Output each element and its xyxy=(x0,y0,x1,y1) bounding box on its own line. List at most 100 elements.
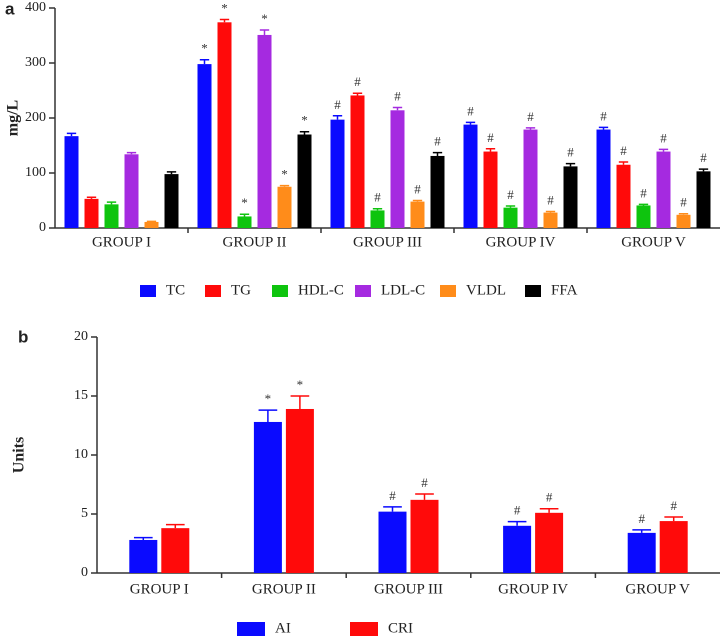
legend-label: VLDL xyxy=(466,282,506,298)
significance-mark: * xyxy=(297,377,304,392)
error-bar xyxy=(66,132,77,137)
bar xyxy=(543,212,558,228)
error-bar xyxy=(383,506,402,512)
legend-swatch xyxy=(350,622,378,636)
panel-label: b xyxy=(18,327,28,346)
bar xyxy=(330,119,345,228)
bar xyxy=(535,512,564,573)
significance-mark: # xyxy=(680,195,687,210)
legend-swatch xyxy=(355,285,371,297)
bar xyxy=(350,95,365,228)
error-bar xyxy=(618,161,629,165)
significance-mark: # xyxy=(374,190,381,205)
bar xyxy=(503,207,518,228)
error-bar xyxy=(658,148,669,152)
legend-label: FFA xyxy=(551,282,578,298)
bar xyxy=(523,129,538,228)
bar xyxy=(370,210,385,228)
error-bar xyxy=(239,213,250,217)
bar xyxy=(659,521,688,573)
error-bar xyxy=(279,184,290,187)
significance-mark: # xyxy=(640,185,647,200)
legend-label: CRI xyxy=(388,620,413,636)
significance-mark: # xyxy=(527,109,534,124)
bar xyxy=(483,151,498,228)
error-bar xyxy=(106,201,117,205)
significance-mark: # xyxy=(600,108,607,123)
bar xyxy=(410,499,439,573)
significance-mark: * xyxy=(221,1,228,16)
legend-swatch xyxy=(525,285,541,297)
significance-mark: # xyxy=(414,181,421,196)
y-tick-label: 0 xyxy=(39,220,46,235)
bar xyxy=(390,110,405,228)
error-bar xyxy=(415,493,434,500)
y-tick-label: 200 xyxy=(25,110,46,125)
bar xyxy=(144,221,159,228)
bar xyxy=(253,421,282,573)
significance-mark: # xyxy=(547,192,554,207)
error-bar xyxy=(219,18,230,23)
bar xyxy=(129,539,158,573)
panel-label: a xyxy=(5,0,15,18)
legend-swatch xyxy=(272,285,288,297)
error-bar xyxy=(146,220,157,223)
significance-mark: # xyxy=(638,511,645,526)
error-bar xyxy=(565,162,576,167)
error-bar xyxy=(545,210,556,213)
bar xyxy=(124,154,139,228)
error-bar xyxy=(638,203,649,206)
bar xyxy=(64,136,79,228)
legend-label: HDL-C xyxy=(298,282,344,298)
legend-swatch xyxy=(237,622,265,636)
legend-swatch xyxy=(205,285,221,297)
error-bar xyxy=(126,151,137,155)
bar xyxy=(257,34,272,229)
y-axis-label: mg/L xyxy=(5,100,22,136)
error-bar xyxy=(165,523,185,529)
x-tick-label: GROUP I xyxy=(130,581,189,597)
error-bar xyxy=(290,395,310,409)
bar xyxy=(285,408,314,573)
error-bar xyxy=(372,208,383,211)
bar xyxy=(696,171,711,228)
significance-mark: # xyxy=(546,490,553,505)
error-bar xyxy=(507,520,527,526)
legend-label: AI xyxy=(275,620,291,636)
bar xyxy=(463,124,478,228)
error-bar xyxy=(678,212,689,215)
error-bar xyxy=(505,205,516,208)
error-bar xyxy=(412,199,423,202)
significance-mark: # xyxy=(620,143,627,158)
error-bar xyxy=(465,121,476,125)
y-tick-label: 20 xyxy=(74,329,88,344)
significance-mark: # xyxy=(334,97,341,112)
bar xyxy=(297,134,312,228)
x-tick-label: GROUP V xyxy=(621,234,686,250)
bar xyxy=(503,525,532,573)
x-tick-label: GROUP III xyxy=(374,581,443,597)
error-bar xyxy=(525,127,536,130)
bar xyxy=(164,174,179,228)
error-bar xyxy=(258,409,278,422)
significance-mark: # xyxy=(389,488,396,503)
error-bar xyxy=(259,29,270,35)
y-tick-label: 0 xyxy=(81,565,88,580)
error-bar xyxy=(432,151,443,156)
error-bar xyxy=(166,171,177,175)
significance-mark: * xyxy=(265,391,272,406)
y-tick-label: 10 xyxy=(74,447,88,462)
bar xyxy=(676,214,691,228)
error-bar xyxy=(485,148,496,152)
significance-mark: * xyxy=(281,167,288,182)
significance-mark: # xyxy=(467,103,474,118)
bar xyxy=(378,511,407,573)
significance-mark: * xyxy=(241,195,248,210)
bar xyxy=(636,205,651,228)
y-axis-label: Units xyxy=(11,437,28,473)
bar xyxy=(84,198,99,228)
significance-mark: * xyxy=(201,41,208,56)
significance-mark: # xyxy=(421,475,428,490)
error-bar xyxy=(352,92,363,96)
